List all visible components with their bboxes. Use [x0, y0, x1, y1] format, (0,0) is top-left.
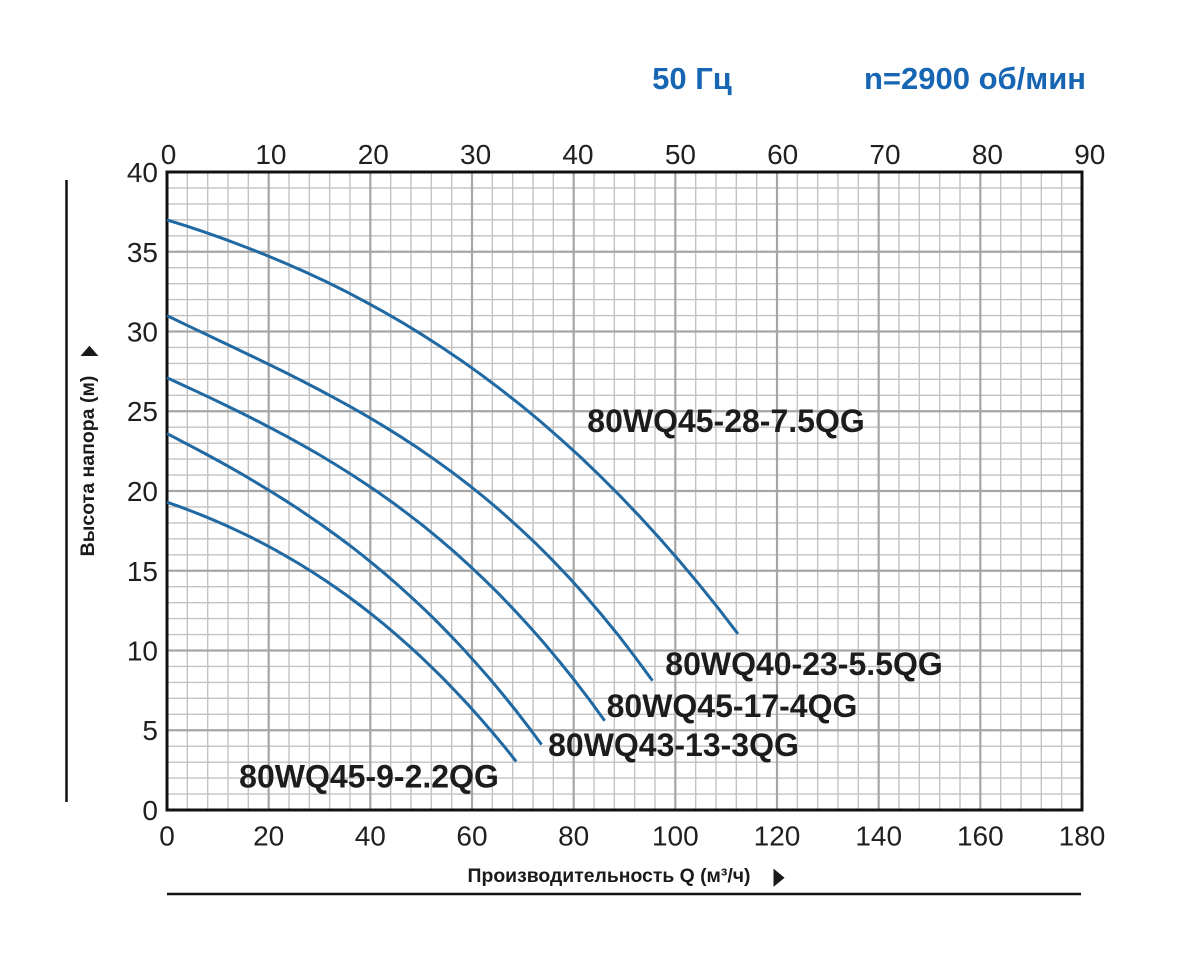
svg-text:15: 15	[127, 556, 158, 587]
svg-text:10: 10	[127, 636, 158, 667]
svg-text:40: 40	[562, 139, 593, 170]
svg-text:100: 100	[652, 821, 699, 852]
svg-text:30: 30	[127, 317, 158, 348]
svg-text:20: 20	[127, 476, 158, 507]
svg-text:80WQ45-28-7.5QG: 80WQ45-28-7.5QG	[587, 403, 864, 439]
svg-text:50: 50	[665, 139, 696, 170]
svg-text:90: 90	[1074, 139, 1105, 170]
svg-text:80WQ40-23-5.5QG: 80WQ40-23-5.5QG	[665, 646, 942, 682]
svg-text:120: 120	[754, 821, 801, 852]
svg-text:20: 20	[358, 139, 389, 170]
svg-text:Высота напора (м): Высота напора (м)	[77, 376, 99, 557]
svg-text:n=2900 об/мин: n=2900 об/мин	[864, 61, 1086, 96]
svg-text:40: 40	[355, 821, 386, 852]
svg-text:35: 35	[127, 237, 158, 268]
svg-text:160: 160	[957, 821, 1004, 852]
svg-text:80WQ45-9-2.2QG: 80WQ45-9-2.2QG	[239, 758, 499, 794]
svg-text:80WQ43-13-3QG: 80WQ43-13-3QG	[548, 727, 799, 763]
svg-text:40: 40	[127, 157, 158, 188]
svg-text:80WQ45-17-4QG: 80WQ45-17-4QG	[607, 688, 858, 724]
svg-text:30: 30	[460, 139, 491, 170]
svg-text:10: 10	[255, 139, 286, 170]
svg-text:0: 0	[161, 139, 177, 170]
svg-text:140: 140	[855, 821, 902, 852]
svg-text:70: 70	[869, 139, 900, 170]
svg-text:Производительность Q (м³/ч): Производительность Q (м³/ч)	[468, 865, 751, 887]
svg-text:0: 0	[142, 795, 158, 826]
svg-text:5: 5	[142, 715, 158, 746]
svg-text:60: 60	[767, 139, 798, 170]
svg-text:80: 80	[972, 139, 1003, 170]
svg-text:180: 180	[1059, 821, 1106, 852]
svg-text:60: 60	[456, 821, 487, 852]
svg-text:0: 0	[159, 821, 175, 852]
svg-text:80: 80	[558, 821, 589, 852]
svg-text:50 Гц: 50 Гц	[652, 61, 732, 96]
svg-text:20: 20	[253, 821, 284, 852]
svg-text:25: 25	[127, 396, 158, 427]
